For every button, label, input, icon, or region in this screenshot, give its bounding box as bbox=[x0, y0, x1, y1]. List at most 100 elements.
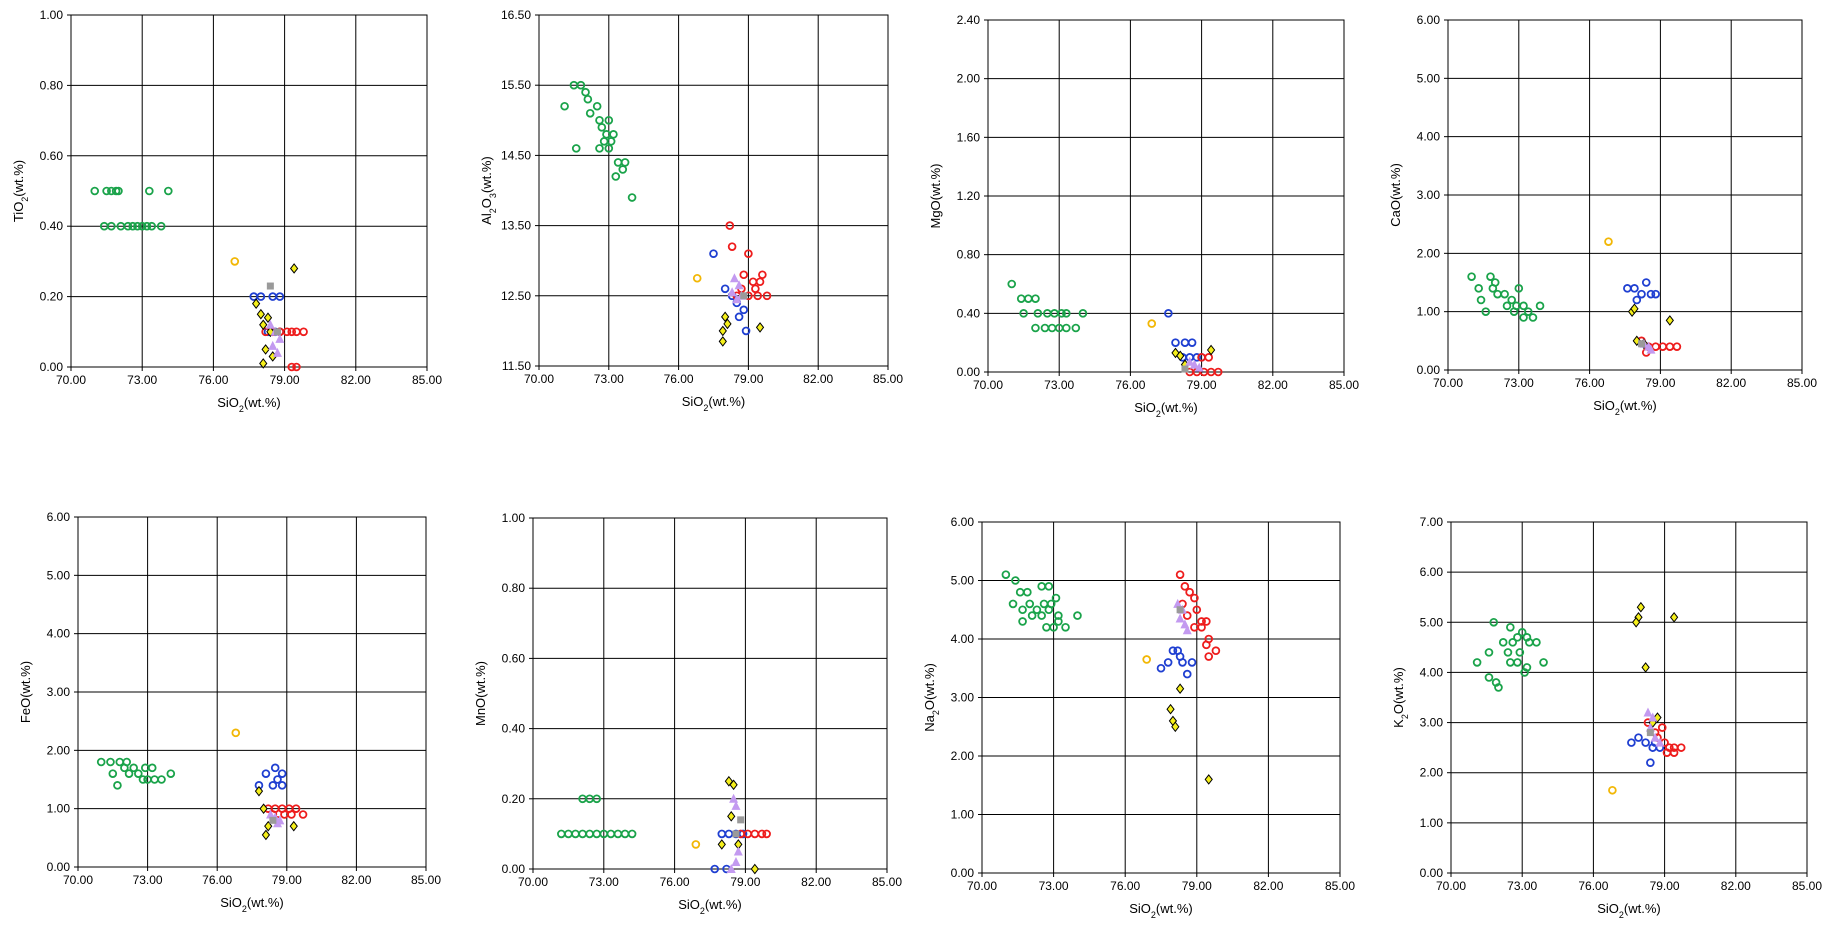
data-point-red bbox=[287, 362, 297, 372]
data-point-blue bbox=[1641, 278, 1651, 287]
data-point-blue bbox=[1651, 289, 1660, 299]
data-point-blue bbox=[1634, 733, 1643, 742]
x-tick-label: 82.00 bbox=[1716, 376, 1746, 390]
x-axis-label: SiO2(wt.%) bbox=[1593, 398, 1657, 417]
x-tick-label: 82.00 bbox=[1253, 879, 1283, 893]
y-tick-label: 5.00 bbox=[951, 574, 975, 588]
data-point-blue bbox=[1187, 658, 1197, 667]
data-point-yellow bbox=[720, 311, 730, 323]
data-point-yellow bbox=[254, 785, 264, 797]
data-point-yellow bbox=[1631, 616, 1641, 628]
y-tick-label: 1.00 bbox=[951, 808, 975, 822]
data-point-purple bbox=[727, 287, 737, 297]
x-tick-label: 73.00 bbox=[594, 372, 624, 386]
data-point-red bbox=[1657, 723, 1667, 732]
data-point-red bbox=[298, 810, 308, 819]
y-tick-label: 0.60 bbox=[502, 651, 526, 665]
data-point-red bbox=[1185, 587, 1194, 597]
y-tick-label: 6.00 bbox=[1417, 13, 1441, 27]
data-point-yellow bbox=[263, 312, 273, 324]
data-point-green bbox=[1519, 313, 1528, 322]
x-tick-label: 82.00 bbox=[1721, 879, 1751, 893]
data-point-red bbox=[1190, 593, 1199, 603]
data-point-green bbox=[108, 769, 118, 778]
data-point-green bbox=[1523, 307, 1533, 316]
data-point-yellow bbox=[259, 803, 268, 814]
x-tick-label: 76.00 bbox=[1575, 376, 1605, 390]
data-point-blue bbox=[1163, 658, 1173, 667]
data-point-yellow bbox=[256, 308, 266, 320]
data-point-orange bbox=[1147, 319, 1157, 328]
data-point-purple bbox=[729, 793, 739, 803]
data-point-orange bbox=[1142, 655, 1151, 664]
data-point-red bbox=[1197, 617, 1206, 626]
y-tick-label: 1.60 bbox=[957, 130, 981, 144]
scatter-panel: 70.00 73.00 76.00 79.00 82.00 85.00 11.50 12.50… bbox=[479, 8, 903, 413]
data-point-green bbox=[123, 221, 133, 231]
data-point-green bbox=[1467, 272, 1476, 281]
data-point-blue bbox=[1175, 652, 1185, 661]
y-tick-label: 6.00 bbox=[47, 510, 71, 524]
y-tick-label: 0.80 bbox=[502, 581, 526, 595]
data-point-blue bbox=[1627, 738, 1636, 747]
y-tick-label: 1.00 bbox=[40, 8, 64, 22]
data-point-green bbox=[114, 186, 123, 196]
data-point-orange bbox=[231, 728, 241, 738]
x-tick-label: 85.00 bbox=[873, 372, 903, 386]
data-point-blue bbox=[261, 769, 271, 778]
x-tick-label: 82.00 bbox=[341, 873, 371, 887]
x-tick-label: 73.00 bbox=[589, 875, 619, 889]
data-point-purple bbox=[731, 856, 741, 866]
data-point-green bbox=[1044, 605, 1054, 615]
x-tick-label: 85.00 bbox=[1329, 378, 1359, 392]
y-tick-label: 16.50 bbox=[501, 8, 531, 22]
data-point-green bbox=[1054, 617, 1063, 626]
data-point-green bbox=[113, 781, 122, 790]
x-tick-label: 76.00 bbox=[1115, 378, 1145, 392]
data-point-blue bbox=[1171, 338, 1180, 347]
data-point-green bbox=[592, 794, 602, 804]
data-point-red bbox=[1202, 617, 1211, 626]
data-point-green bbox=[128, 221, 138, 231]
data-point-green bbox=[1513, 658, 1522, 667]
data-point-purple bbox=[272, 347, 282, 357]
data-point-green bbox=[90, 186, 100, 196]
scatter-panel: 70.00 73.00 76.00 79.00 82.00 85.00 0.00 1.00 2.… bbox=[1388, 13, 1817, 417]
data-point-green bbox=[166, 769, 176, 778]
plot-area bbox=[1450, 521, 1808, 874]
data-point-green bbox=[1532, 638, 1541, 647]
y-tick-label: 5.00 bbox=[1420, 615, 1444, 629]
data-point-green bbox=[595, 116, 604, 125]
x-tick-label: 79.00 bbox=[730, 875, 760, 889]
data-point-green bbox=[1025, 599, 1035, 609]
data-point-yellow bbox=[1669, 611, 1679, 623]
data-point-green bbox=[142, 221, 152, 231]
y-tick-label: 0.40 bbox=[957, 306, 981, 320]
data-point-green bbox=[592, 101, 602, 111]
data-point-blue bbox=[1168, 646, 1178, 655]
y-tick-label: 0.20 bbox=[502, 792, 526, 806]
data-point-purple bbox=[732, 294, 742, 304]
x-tick-label: 85.00 bbox=[1325, 879, 1355, 893]
data-point-yellow bbox=[1176, 350, 1185, 362]
data-point-green bbox=[576, 80, 586, 90]
data-point-green bbox=[560, 101, 569, 111]
data-point-green bbox=[604, 144, 614, 153]
data-point-red bbox=[1197, 622, 1206, 632]
data-point-green bbox=[1508, 638, 1518, 647]
data-point-gray bbox=[273, 328, 281, 336]
data-point-green bbox=[1517, 628, 1527, 637]
data-point-green bbox=[1044, 582, 1054, 591]
data-point-gray bbox=[1176, 606, 1184, 614]
x-tick-label: 85.00 bbox=[1792, 879, 1822, 893]
data-point-green bbox=[609, 130, 618, 139]
data-point-green bbox=[595, 144, 604, 153]
x-axis-label: SiO2(wt.%) bbox=[678, 897, 742, 916]
data-point-yellow bbox=[1630, 303, 1639, 315]
data-point-green bbox=[1489, 617, 1499, 627]
data-point-green bbox=[102, 186, 111, 196]
data-point-red bbox=[1204, 652, 1214, 661]
x-tick-label: 79.00 bbox=[1182, 879, 1212, 893]
data-point-orange bbox=[691, 840, 701, 849]
data-point-green bbox=[1500, 289, 1509, 299]
